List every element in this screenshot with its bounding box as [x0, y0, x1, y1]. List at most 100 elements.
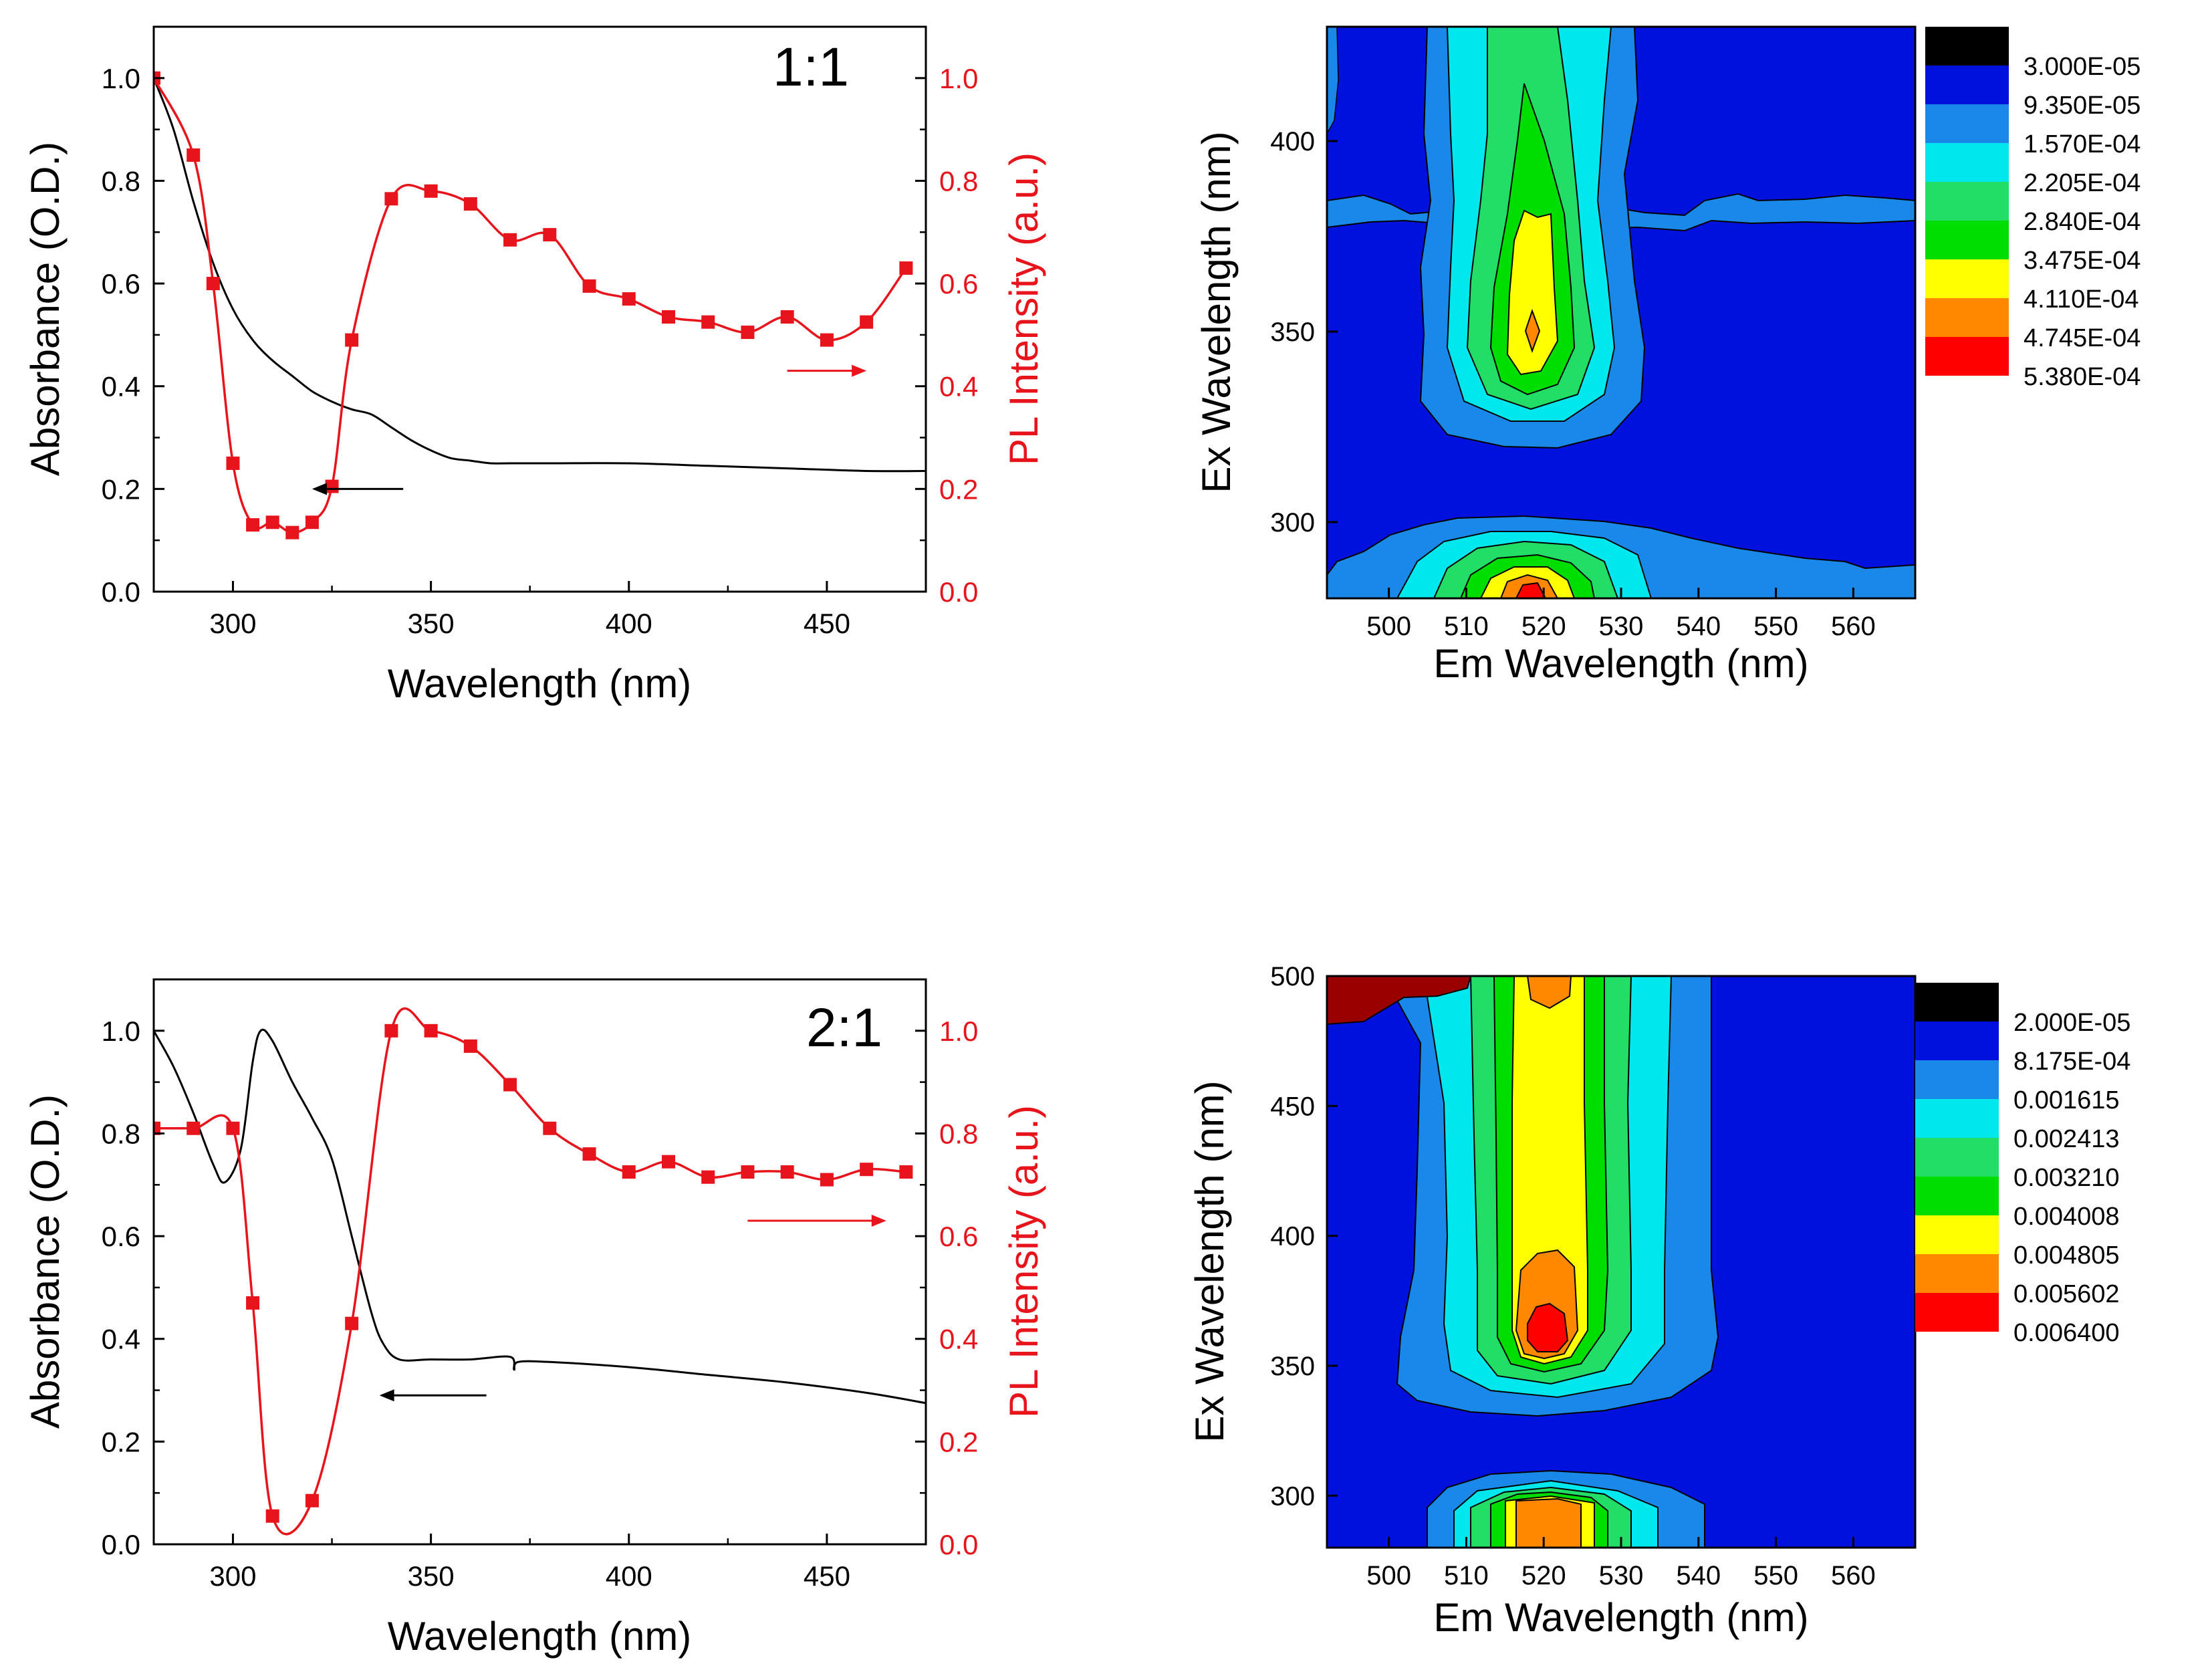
y-tick-label-left: 0.0	[102, 1529, 140, 1560]
pl-marker	[384, 192, 398, 206]
absorbance-line	[154, 1028, 926, 1405]
colorbar-label: 1.570E-04	[2024, 130, 2140, 158]
pl-marker	[543, 228, 557, 242]
y-axis-label-left: Absorbance (O.D.)	[23, 142, 68, 476]
colorbar-label: 0.006400	[2013, 1319, 2120, 1347]
x-tick-label: 540	[1676, 1561, 1721, 1590]
contour-level-8	[1527, 1302, 1569, 1352]
pl-marker	[226, 1121, 240, 1135]
panel-label: 1:1	[773, 37, 849, 98]
colorbar-swatch	[1915, 1177, 1999, 1215]
colorbar-label: 0.004805	[2013, 1241, 2120, 1270]
colorbar-label: 0.005602	[2013, 1280, 2120, 1308]
pl-marker	[899, 261, 913, 275]
colorbar-label: 0.004008	[2013, 1203, 2120, 1231]
pl-marker	[187, 1121, 201, 1135]
y-tick-label-right: 0.0	[939, 1529, 978, 1560]
colorbar-label: 4.745E-04	[2024, 324, 2140, 352]
panel-label: 2:1	[806, 997, 882, 1058]
colorbar-swatch	[1925, 143, 2009, 182]
colorbar-swatch	[1915, 1215, 1999, 1254]
colorbar-label: 3.000E-05	[2024, 53, 2140, 81]
x-tick-label: 550	[1753, 1561, 1798, 1590]
colorbar-label: 2.205E-04	[2024, 169, 2140, 197]
x-axis-label: Em Wavelength (nm)	[1433, 1595, 1808, 1640]
pl-marker	[780, 310, 794, 324]
y-tick-label-right: 0.8	[939, 165, 978, 197]
colorbar-swatch	[1925, 259, 2009, 298]
colorbar-swatch	[1915, 1099, 1999, 1138]
pl-marker	[246, 1296, 260, 1310]
colorbar-swatch	[1915, 1060, 1999, 1099]
pl-marker	[154, 1121, 160, 1135]
pl-marker	[226, 456, 240, 470]
y-axis-label-right: PL Intensity (a.u.)	[1001, 1105, 1046, 1418]
colorbar-swatch	[1925, 104, 2009, 143]
colorbar-legend: 3.000E-05 9.350E-05 1.570E-04 2.205E-04 2.84…	[1925, 27, 2140, 391]
pl-marker	[582, 279, 596, 293]
y-tick-label-right: 0.6	[939, 1221, 978, 1252]
x-tick-label: 520	[1521, 1561, 1566, 1590]
y-tick-label: 350	[1270, 318, 1315, 347]
y-tick-label: 400	[1270, 1222, 1315, 1251]
colorbar-label: 0.002413	[2013, 1125, 2120, 1153]
colorbar-swatch	[1925, 298, 2009, 337]
panel-2-1-spectra: 300 350 400 450 0.0 0.2 0.4 0.6 0.8 1.0 0.0 0.2 0.4 0…	[23, 978, 1046, 1659]
y-tick-label-right: 0.4	[939, 1324, 978, 1355]
colorbar-label: 2.000E-05	[2013, 1009, 2130, 1037]
colorbar-label: 0.003210	[2013, 1164, 2120, 1192]
pl-marker	[285, 525, 299, 539]
y-axis-label: Ex Wavelength (nm)	[1187, 1080, 1232, 1442]
y-tick-label-right: 0.0	[939, 576, 978, 608]
y-tick-label-left: 1.0	[102, 63, 140, 94]
y-tick-label-left: 0.6	[102, 1221, 140, 1252]
colorbar-legend: 2.000E-05 8.175E-04 0.001615 0.002413 0.0032…	[1915, 983, 2130, 1347]
y-tick-label-right: 0.6	[939, 268, 978, 299]
contour-level-7	[1524, 308, 1541, 354]
pl-marker	[463, 1039, 477, 1053]
contour-top-orange	[1526, 976, 1572, 1009]
contour-level-6	[1506, 209, 1559, 376]
y-tick-label: 300	[1270, 508, 1315, 537]
y-tick-label-right: 1.0	[939, 63, 978, 94]
x-tick-label: 450	[804, 608, 850, 639]
y-tick-label-left: 0.4	[102, 1324, 140, 1355]
pl-marker	[780, 1165, 794, 1179]
x-tick-label: 560	[1831, 612, 1876, 641]
colorbar-label: 8.175E-04	[2013, 1048, 2130, 1076]
x-axis-label: Em Wavelength (nm)	[1433, 641, 1808, 686]
pl-marker	[424, 1024, 438, 1038]
pl-line	[154, 1007, 906, 1536]
pl-marker	[860, 1163, 874, 1177]
x-tick-label: 510	[1444, 1561, 1489, 1590]
panel-2-1-contour: 500 510 520 530 540 550 560 300 350 400 450 500 Em …	[1187, 962, 2130, 1640]
colorbar-swatch	[1915, 983, 1999, 1022]
y-tick-label: 350	[1270, 1352, 1315, 1381]
x-axis-label: Wavelength (nm)	[388, 1614, 692, 1659]
x-tick-label: 450	[804, 1560, 850, 1592]
colorbar-swatch	[1925, 66, 2009, 104]
x-tick-label: 500	[1366, 612, 1411, 641]
contour-level-7	[1515, 1497, 1582, 1548]
pl-marker	[265, 1509, 279, 1523]
contour-level-8	[1515, 582, 1547, 598]
colorbar-swatch	[1925, 337, 2009, 376]
y-tick-label-left: 0.6	[102, 268, 140, 299]
pl-marker	[701, 315, 715, 329]
pl-marker	[345, 333, 359, 347]
pl-marker	[820, 333, 834, 347]
y-tick-label-left: 0.2	[102, 473, 140, 505]
contour-speck	[1327, 27, 1339, 134]
pl-marker	[860, 315, 874, 329]
x-axis-label: Wavelength (nm)	[388, 661, 692, 706]
annotation-arrow-head	[852, 364, 867, 377]
x-tick-label: 350	[408, 1560, 455, 1592]
pl-marker	[384, 1024, 398, 1038]
pl-marker	[662, 310, 675, 324]
y-tick-label-right: 0.4	[939, 371, 978, 402]
y-tick-label: 300	[1270, 1481, 1315, 1511]
x-tick-label: 540	[1676, 612, 1721, 641]
pl-marker	[325, 479, 339, 493]
y-tick-label-right: 0.2	[939, 1426, 978, 1457]
